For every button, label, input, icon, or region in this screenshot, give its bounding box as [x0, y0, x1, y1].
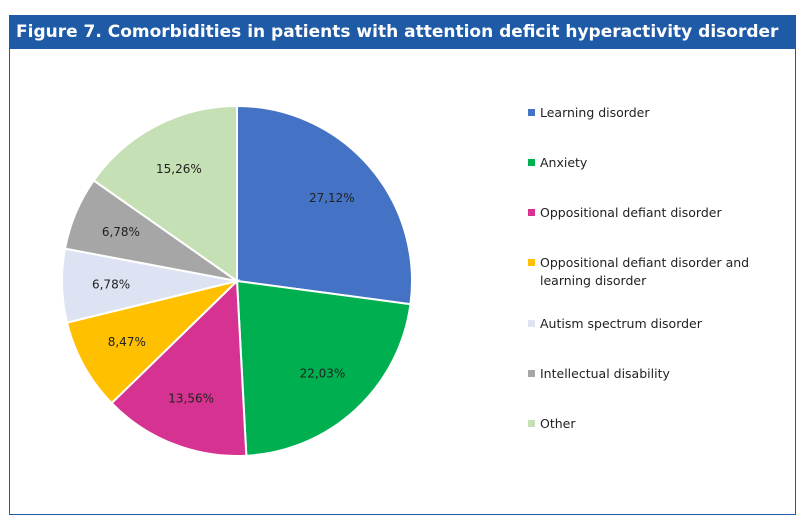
legend-item: Oppositional defiant disorder	[528, 204, 790, 222]
legend-item: Intellectual disability	[528, 365, 790, 383]
slice-data-label: 8,47%	[108, 335, 146, 349]
legend-item: Learning disorder	[528, 104, 790, 122]
legend-item: Anxiety	[528, 154, 790, 172]
slice-data-label: 22,03%	[300, 367, 346, 381]
legend-label: Learning disorder	[540, 105, 650, 120]
legend-label: Oppositional defiant disorder and learni…	[540, 255, 750, 288]
pie-slice	[236, 104, 413, 306]
pie-slice	[92, 104, 238, 283]
legend-item: Other	[528, 415, 790, 433]
slice-data-label: 15,26%	[156, 162, 202, 176]
slice-data-label: 27,12%	[309, 191, 355, 205]
legend-label: Intellectual disability	[540, 366, 670, 381]
legend-swatch	[528, 420, 535, 427]
legend-label: Other	[540, 416, 576, 431]
legend-swatch	[528, 159, 535, 166]
legend-swatch	[528, 109, 535, 116]
legend-label: Oppositional defiant disorder	[540, 205, 722, 220]
legend-swatch	[528, 320, 535, 327]
pie-slice	[235, 279, 412, 457]
legend-label: Anxiety	[540, 155, 588, 170]
legend-swatch	[528, 209, 535, 216]
slice-data-label: 6,78%	[102, 225, 140, 239]
slice-data-label: 6,78%	[92, 277, 130, 291]
pie-slice	[65, 279, 241, 405]
pie-slice	[110, 278, 248, 457]
slice-data-label: 13,56%	[168, 391, 214, 405]
legend-item: Autism spectrum disorder	[528, 315, 790, 333]
legend-swatch	[528, 259, 535, 266]
legend-swatch	[528, 370, 535, 377]
chart-title: Figure 7. Comorbidities in patients with…	[10, 16, 795, 49]
legend-label: Autism spectrum disorder	[540, 316, 702, 331]
legend-item: Oppositional defiant disorder and learni…	[528, 254, 790, 290]
